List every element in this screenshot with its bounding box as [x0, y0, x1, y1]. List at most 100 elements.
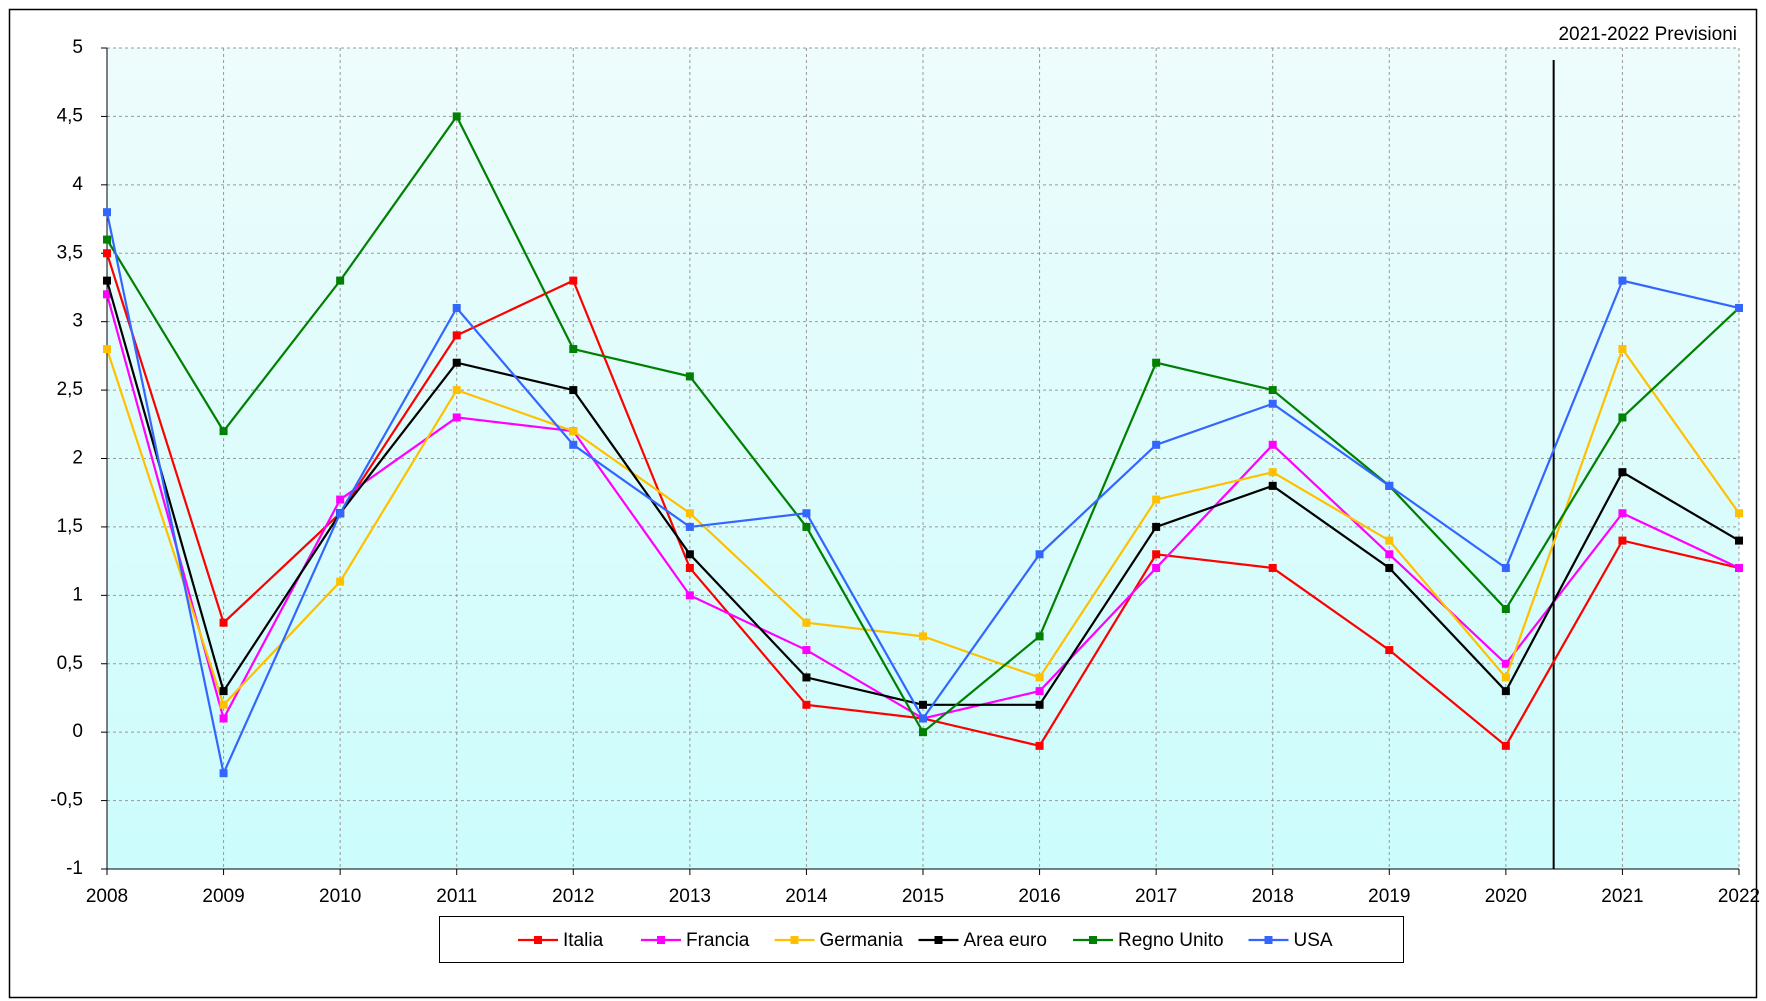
point: [1385, 563, 1394, 572]
point: [1152, 495, 1161, 504]
y-tick-label: 0,5: [57, 653, 83, 674]
point: [1152, 358, 1161, 367]
point: [569, 345, 578, 354]
legend-label: Italia: [563, 930, 604, 951]
point: [1735, 303, 1743, 312]
point: [336, 495, 345, 504]
point: [685, 563, 694, 572]
point: [1618, 468, 1627, 477]
y-tick-label: -1: [66, 858, 83, 879]
point: [802, 700, 811, 709]
point: [1385, 536, 1394, 545]
point: [1152, 522, 1161, 531]
y-tick-label: 2: [72, 448, 83, 469]
point: [1035, 741, 1044, 750]
point: [103, 249, 111, 258]
point: [1152, 550, 1161, 559]
point: [1618, 345, 1627, 354]
point: [685, 522, 694, 531]
point: [1268, 468, 1277, 477]
point: [1268, 481, 1277, 490]
y-tick-label: 1: [72, 584, 83, 605]
point: [219, 427, 228, 436]
x-tick-label: 2017: [1135, 886, 1177, 907]
point: [685, 550, 694, 559]
point: [1035, 700, 1044, 709]
point: [103, 208, 111, 217]
point: [1618, 276, 1627, 285]
legend-marker: [1264, 936, 1273, 944]
point: [103, 235, 111, 244]
x-tick-label: 2009: [202, 886, 244, 907]
point: [452, 331, 461, 340]
point: [1618, 413, 1627, 422]
point: [569, 440, 578, 449]
point: [1501, 687, 1510, 696]
point: [1152, 563, 1161, 572]
legend-label: Francia: [686, 930, 750, 951]
point: [336, 276, 345, 285]
point: [1035, 687, 1044, 696]
legend-label: USA: [1294, 930, 1333, 951]
point: [219, 769, 228, 778]
point: [336, 509, 345, 518]
x-tick-label: 2010: [319, 886, 361, 907]
x-tick-label: 2008: [86, 886, 128, 907]
point: [1501, 605, 1510, 614]
point: [685, 591, 694, 600]
point: [919, 714, 927, 723]
point: [452, 413, 461, 422]
point: [219, 714, 228, 723]
point: [103, 276, 111, 285]
point: [452, 358, 461, 367]
point: [1735, 563, 1743, 572]
y-tick-label: 5: [72, 37, 83, 58]
x-tick-label: 2013: [669, 886, 711, 907]
point: [103, 290, 111, 299]
point: [1035, 673, 1044, 682]
point: [1735, 536, 1743, 545]
point: [1385, 550, 1394, 559]
point: [1501, 563, 1510, 572]
y-tick-label: 0: [72, 721, 83, 742]
legend-marker: [657, 936, 665, 944]
x-tick-label: 2019: [1368, 886, 1410, 907]
x-tick-label: 2015: [902, 886, 944, 907]
y-tick-label: 4: [72, 174, 83, 195]
point: [1385, 646, 1394, 655]
point: [219, 700, 228, 709]
point: [569, 427, 578, 436]
point: [1501, 659, 1510, 668]
point: [452, 112, 461, 121]
y-tick-label: 2,5: [57, 379, 83, 400]
legend-marker: [934, 936, 943, 944]
point: [1268, 440, 1277, 449]
point: [1501, 673, 1510, 682]
legend-marker: [534, 936, 542, 944]
y-tick-label: 3,5: [57, 242, 83, 263]
point: [802, 522, 811, 531]
point: [919, 700, 927, 709]
x-tick-label: 2018: [1252, 886, 1294, 907]
annotation: 2021-2022 Previsioni: [1558, 24, 1737, 45]
point: [103, 345, 111, 354]
y-tick-label: 4,5: [57, 105, 83, 126]
point: [802, 509, 811, 518]
x-tick-label: 2016: [1018, 886, 1060, 907]
point: [569, 276, 578, 285]
legend-label: Area euro: [964, 930, 1047, 951]
legend-label: Regno Unito: [1118, 930, 1224, 951]
point: [1618, 536, 1627, 545]
x-tick-label: 2012: [552, 886, 594, 907]
point: [1618, 509, 1627, 518]
x-tick-label: 2011: [436, 886, 477, 907]
x-tick-label: 2014: [785, 886, 828, 907]
point: [1268, 386, 1277, 395]
point: [1501, 741, 1510, 750]
point: [1735, 509, 1743, 518]
x-tick-label: 2020: [1485, 886, 1527, 907]
x-tick-label: 2022: [1718, 886, 1760, 907]
legend-marker: [790, 936, 799, 944]
point: [336, 577, 345, 586]
